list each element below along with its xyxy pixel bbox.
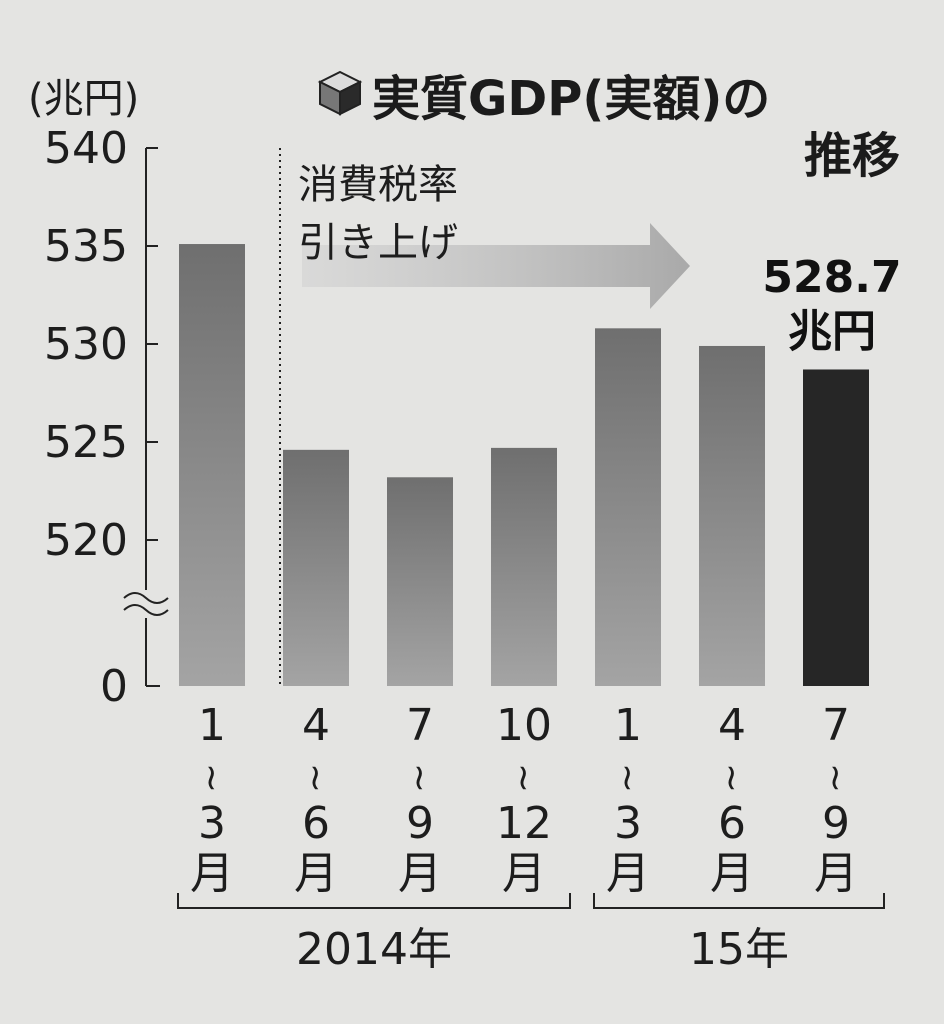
month-start: 4 xyxy=(718,700,746,751)
y-tick-label-520: 520 xyxy=(44,515,128,566)
x-label-6: 4 ~6月 xyxy=(710,700,754,899)
month-suffix: 月 xyxy=(502,848,546,899)
x-label-7: 7 ~9月 xyxy=(814,700,858,899)
month-suffix: 月 xyxy=(398,848,442,899)
bar-5 xyxy=(595,328,661,686)
month-end: 9 xyxy=(822,798,850,849)
month-suffix: 月 xyxy=(190,848,234,899)
year-label: 15年 xyxy=(689,924,789,975)
year-label: 2014年 xyxy=(296,924,452,975)
tilde: ~ xyxy=(815,763,856,793)
month-end: 6 xyxy=(302,798,330,849)
x-label-5: 1 ~3月 xyxy=(606,700,650,899)
tilde: ~ xyxy=(191,763,232,793)
chart-title-line2: 推移 xyxy=(804,128,900,184)
bars xyxy=(179,244,869,687)
tilde: ~ xyxy=(711,763,752,793)
unit-label: (兆円) xyxy=(28,76,139,122)
month-start: 4 xyxy=(302,700,330,751)
annotation-line2: 引き上げ xyxy=(298,220,458,266)
axis-break-mark xyxy=(123,592,169,616)
bar-2 xyxy=(283,449,349,686)
cube-icon xyxy=(317,70,363,116)
chart-title: 実質GDP(実額)の xyxy=(372,71,770,127)
month-end: 6 xyxy=(718,798,746,849)
value-unit-label: 兆円 xyxy=(788,306,876,357)
month-start: 1 xyxy=(198,700,226,751)
y-tick-label-0: 0 xyxy=(100,661,128,712)
month-start: 1 xyxy=(614,700,642,751)
month-start: 7 xyxy=(406,700,434,751)
y-tick-label-540: 540 xyxy=(44,123,128,174)
tilde: ~ xyxy=(295,763,336,793)
x-label-2: 4 ~6月 xyxy=(294,700,338,899)
month-end: 3 xyxy=(198,798,226,849)
y-tick-label-530: 530 xyxy=(44,319,128,370)
month-end: 12 xyxy=(496,798,552,849)
tilde: ~ xyxy=(399,763,440,793)
year-brackets: 2014年 15年 xyxy=(177,893,885,975)
y-tick-label-525: 525 xyxy=(44,417,128,468)
value-label: 528.7 xyxy=(762,252,901,303)
month-start: 7 xyxy=(822,700,850,751)
month-suffix: 月 xyxy=(710,848,754,899)
tilde: ~ xyxy=(607,763,648,793)
month-suffix: 月 xyxy=(294,848,338,899)
month-end: 3 xyxy=(614,798,642,849)
bar-1 xyxy=(179,244,245,687)
bar-6 xyxy=(699,345,765,686)
tilde: ~ xyxy=(503,763,544,793)
bar-3 xyxy=(387,477,453,686)
x-label-3: 7 ~9月 xyxy=(398,700,442,899)
month-start: 10 xyxy=(496,700,552,751)
y-tick-label-535: 535 xyxy=(44,221,128,272)
bar-4 xyxy=(491,447,557,686)
tax-hike-arrow xyxy=(302,223,690,309)
year-bracket-1: 2014年 xyxy=(177,893,571,975)
x-label-4: 10 ~12月 xyxy=(496,700,552,899)
annotation-line1: 消費税率 xyxy=(298,162,458,208)
month-suffix: 月 xyxy=(606,848,650,899)
y-axis xyxy=(123,147,169,687)
bar-7 xyxy=(803,369,869,686)
month-end: 9 xyxy=(406,798,434,849)
y-tick-labels: 540 535 530 525 520 0 xyxy=(44,123,128,712)
year-bracket-2: 15年 xyxy=(593,893,885,975)
month-suffix: 月 xyxy=(814,848,858,899)
x-label-1: 1 ~3月 xyxy=(190,700,234,899)
